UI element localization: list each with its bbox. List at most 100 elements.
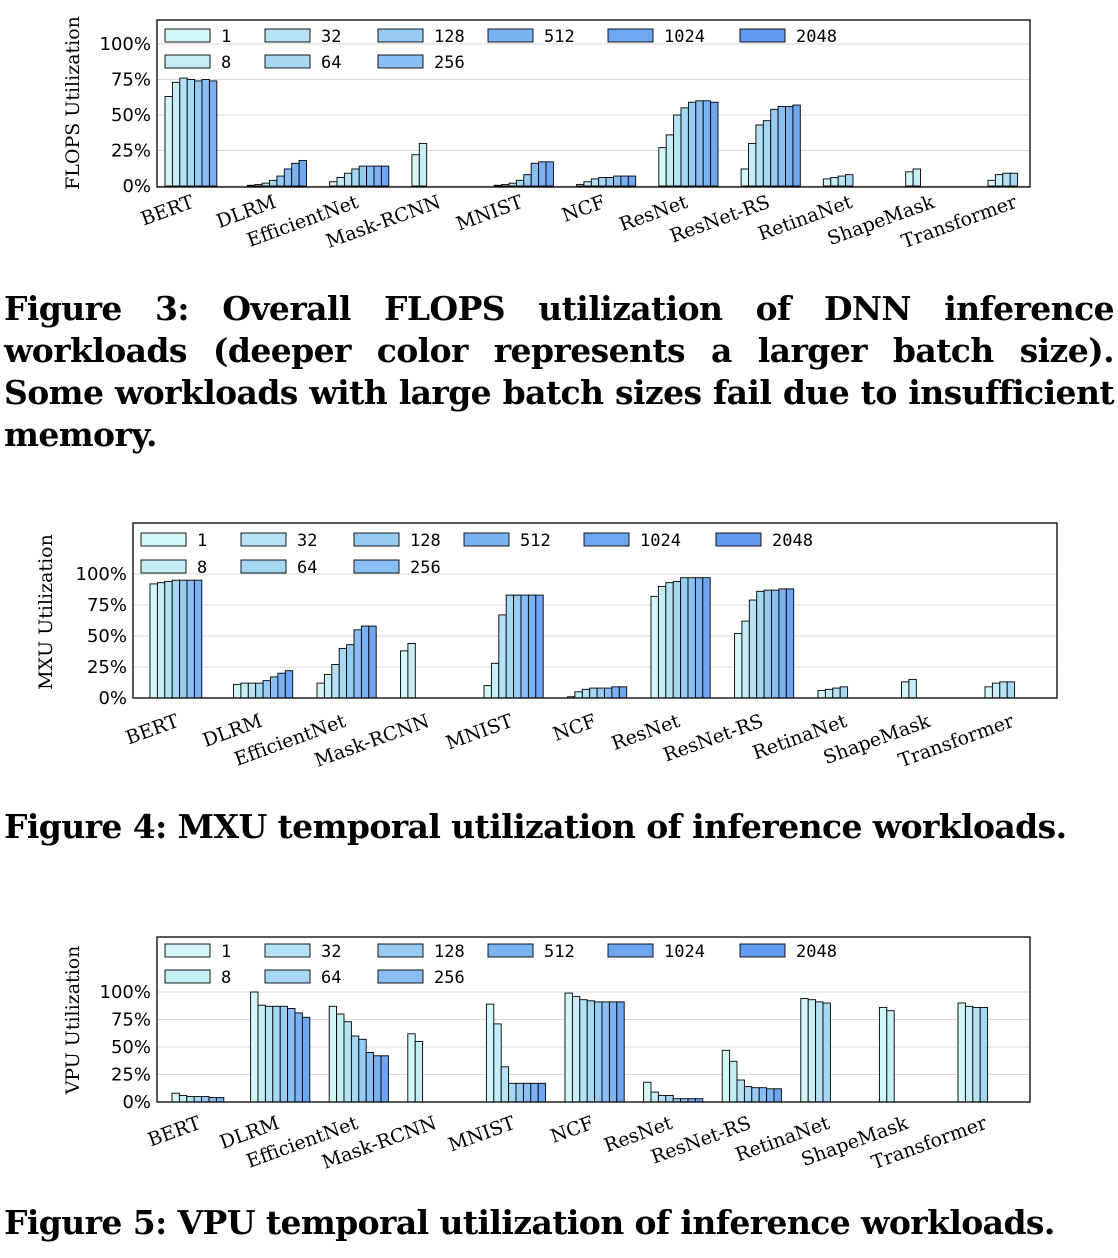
bar-dlrm-512 xyxy=(294,1012,303,1103)
bar-bert-8 xyxy=(178,1094,188,1103)
figure-mxu: 0% 25% 50% 75% 100% MXU Utilization BERT DLRM Ef… xyxy=(0,0,1118,772)
y-axis-label: FLOPS Utilization xyxy=(62,16,84,190)
figure-3-caption: Figure 3: Overall FLOPS utilization of D… xyxy=(4,289,1115,454)
bar-transformer-64 xyxy=(1009,172,1019,187)
y-tick-label: 75% xyxy=(87,595,127,616)
legend-label-64: 64 xyxy=(321,53,341,73)
legend-label-64: 64 xyxy=(297,558,317,578)
legend-label-2048: 2048 xyxy=(772,531,813,551)
y-tick-label: 100% xyxy=(100,34,151,55)
bar-resnet-rs-1024 xyxy=(773,1088,782,1103)
legend-swatch-8 xyxy=(140,559,187,574)
legend-label-2048: 2048 xyxy=(796,27,837,47)
bar-efficientnet-1024 xyxy=(380,1055,389,1103)
bar-mnist-1024 xyxy=(545,161,554,187)
legend-swatch-32 xyxy=(264,943,311,958)
bar-resnet-8 xyxy=(650,1091,659,1103)
bar-resnet-rs-256 xyxy=(758,1087,768,1103)
bar-transformer-8 xyxy=(964,1005,974,1103)
bar-bert-128 xyxy=(201,1096,210,1103)
y-tick-label: 25% xyxy=(111,141,151,162)
bar-retinanet-1 xyxy=(800,998,809,1103)
bar-dlrm-128 xyxy=(279,1005,289,1103)
legend-swatch-512 xyxy=(487,943,534,958)
legend-swatch-512 xyxy=(463,532,510,547)
legend-label-1024: 1024 xyxy=(664,942,705,962)
bar-bert-512 xyxy=(208,80,218,187)
legend-swatch-32 xyxy=(264,28,311,43)
legend-label-512: 512 xyxy=(544,27,575,47)
bar-mnist-512 xyxy=(530,1082,539,1103)
legend-swatch-32 xyxy=(240,532,287,547)
bar-retinanet-64 xyxy=(845,174,854,187)
bar-ncf-1024 xyxy=(616,1001,625,1103)
bar-shapemask-1 xyxy=(878,1006,888,1103)
bar-efficientnet-1 xyxy=(328,1005,338,1103)
legend-swatch-64 xyxy=(264,969,311,984)
legend-label-32: 32 xyxy=(321,942,341,962)
y-tick-label: 0% xyxy=(98,688,127,709)
bar-mnist-32 xyxy=(500,1066,510,1103)
x-tick-label: BERT xyxy=(145,1112,204,1151)
bar-ncf-8 xyxy=(571,995,581,1103)
legend-swatch-256 xyxy=(377,54,424,69)
legend-label-1024: 1024 xyxy=(640,531,681,551)
legend-label-8: 8 xyxy=(221,968,231,988)
bar-dlrm-1 xyxy=(250,991,259,1103)
y-tick-label: 25% xyxy=(87,657,127,678)
legend-swatch-2048 xyxy=(715,532,762,547)
plot-frame xyxy=(132,522,1058,699)
y-tick-label: 0% xyxy=(122,1092,151,1113)
y-axis-label: MXU Utilization xyxy=(35,534,57,690)
bar-mask-rcnn-1 xyxy=(407,1033,416,1103)
bar-mask-rcnn-8 xyxy=(414,1041,424,1103)
bar-bert-32 xyxy=(186,1096,195,1103)
legend-label-512: 512 xyxy=(520,531,551,551)
figure-vpu: 0% 25% 50% 75% 100% VPU Utilization BERT DLRM Ef… xyxy=(0,0,1118,1174)
legend-swatch-2048 xyxy=(739,943,786,958)
figure-4-caption: Figure 4: MXU temporal utilization of in… xyxy=(4,807,1067,846)
legend-label-256: 256 xyxy=(434,53,465,73)
bar-resnet-rs-512 xyxy=(766,1088,775,1103)
bar-efficientnet-64 xyxy=(350,1035,360,1103)
bar-ncf-128 xyxy=(594,1001,603,1103)
bar-dlrm-8 xyxy=(257,1004,266,1103)
figure-5-caption: Figure 5: VPU temporal utilization of in… xyxy=(4,1203,1055,1242)
bar-dlrm-1024 xyxy=(301,1016,311,1103)
bar-resnet-rs-1 xyxy=(721,1049,731,1103)
legend-label-32: 32 xyxy=(297,531,317,551)
x-tick-label: MNIST xyxy=(445,1112,518,1156)
y-tick-label: 50% xyxy=(87,626,127,647)
legend-label-8: 8 xyxy=(197,558,207,578)
legend-swatch-8 xyxy=(164,54,211,69)
y-tick-label: 75% xyxy=(111,70,151,91)
legend-swatch-2048 xyxy=(739,28,786,43)
bar-bert-512 xyxy=(215,1097,225,1103)
bar-resnet-32 xyxy=(657,1094,667,1103)
legend-label-256: 256 xyxy=(434,968,465,988)
legend-label-2048: 2048 xyxy=(796,942,837,962)
legend-label-1024: 1024 xyxy=(664,27,705,47)
legend-swatch-256 xyxy=(377,969,424,984)
plot-frame xyxy=(156,19,1031,188)
bar-dlrm-256 xyxy=(287,1008,296,1103)
legend-label-1: 1 xyxy=(197,531,207,551)
bar-resnet-rs-128 xyxy=(751,1087,760,1103)
figure-flops: 0% 25% 50% 75% 100% FLOPS Utilization BERT DLRM… xyxy=(0,0,1118,253)
bar-ncf-1024 xyxy=(627,175,637,187)
bar-dlrm-32 xyxy=(264,1005,274,1103)
bar-retinanet-8 xyxy=(807,999,817,1103)
bar-shapemask-8 xyxy=(886,1010,895,1103)
bar-mnist-128 xyxy=(515,1082,524,1103)
bar-mnist-64 xyxy=(508,1082,517,1103)
bar-ncf-1 xyxy=(564,992,573,1103)
legend-swatch-1024 xyxy=(607,943,654,958)
y-tick-label: 100% xyxy=(76,564,127,585)
bar-resnet-rs-32 xyxy=(736,1079,745,1103)
bar-mnist-8 xyxy=(493,1023,502,1103)
legend-label-256: 256 xyxy=(410,558,441,578)
legend-label-32: 32 xyxy=(321,27,341,47)
